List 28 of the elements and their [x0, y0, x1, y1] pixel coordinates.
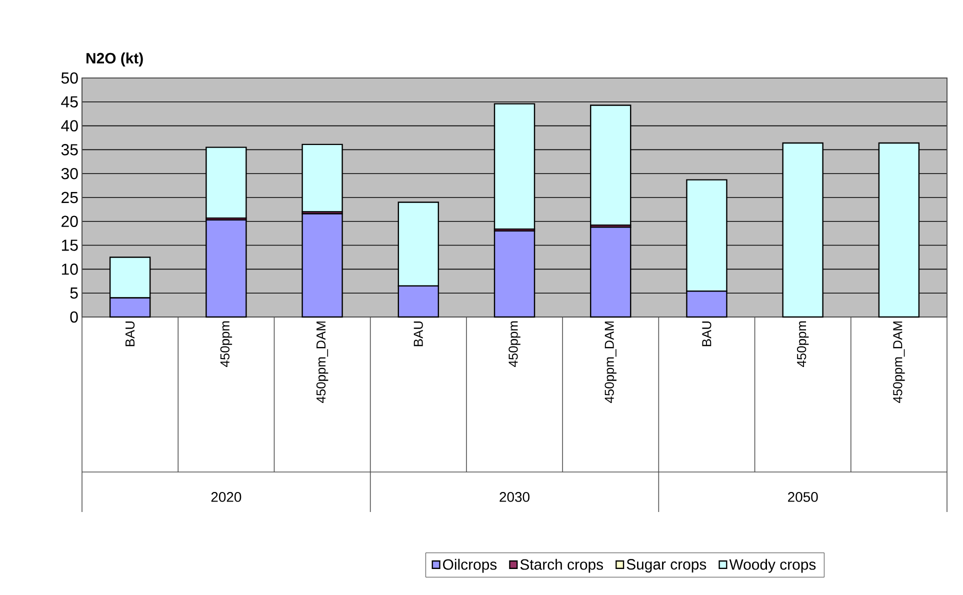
x-tick-label: 450ppm: [220, 321, 232, 368]
y-tick-label: 10: [62, 264, 78, 275]
y-tick-label: 15: [62, 240, 78, 251]
text: 2050: [788, 492, 818, 502]
x-tick-label: 450ppm: [508, 321, 520, 368]
legend-label: Starch crops: [520, 558, 603, 573]
x-tick-label: 450ppm_DAM: [316, 322, 328, 403]
y-tick-label: 0: [70, 311, 78, 323]
legend-label: Woody crops: [729, 558, 816, 573]
y-tick-label: 45: [61, 96, 78, 108]
y-tick-label: 20: [62, 216, 78, 228]
x-tick-label: 450ppm_DAM: [893, 322, 905, 403]
x-tick-label: BAU: [414, 322, 423, 346]
y-tick-label: 5: [70, 288, 78, 299]
text: 2030: [500, 492, 530, 502]
text: 2020: [211, 492, 242, 502]
y-tick-label: 35: [61, 144, 78, 156]
x-tick-label: 450ppm_DAM: [604, 322, 616, 403]
y-tick-label: 30: [61, 168, 78, 180]
y-tick-label: 25: [62, 192, 78, 204]
y-tick-label: 40: [61, 120, 78, 132]
y-tick-label: 50: [61, 72, 78, 84]
legend-label: Sugar crops: [626, 559, 706, 573]
legend-label: Oilcrops: [443, 558, 497, 573]
x-tick-label: BAU: [126, 322, 135, 346]
x-tick-label: 450ppm: [796, 321, 809, 368]
x-tick-label: BAU: [702, 322, 712, 346]
y-axis-title: N2O (kt): [86, 52, 143, 66]
